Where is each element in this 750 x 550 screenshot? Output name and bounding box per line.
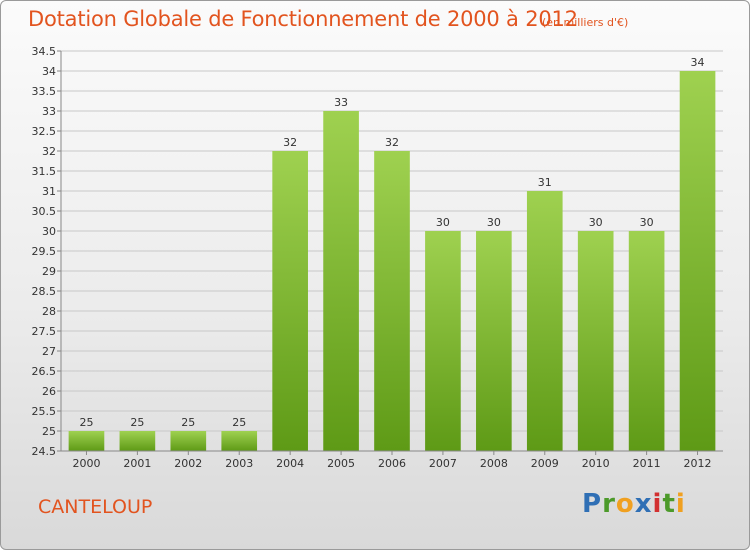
y-tick-label: 25: [42, 425, 56, 438]
data-label: 30: [436, 216, 450, 229]
logo-letter: r: [602, 489, 616, 519]
y-tick-label: 28.5: [32, 285, 57, 298]
y-tick-label: 29.5: [32, 245, 57, 258]
y-tick-label: 34: [42, 65, 56, 78]
logo-letter: x: [634, 489, 653, 519]
municipality-name: CANTELOUP: [38, 496, 153, 518]
x-tick-label: 2008: [480, 457, 508, 470]
data-label: 25: [130, 416, 144, 429]
y-tick-label: 34.5: [32, 45, 57, 58]
chart-unit: (en milliers d'€): [542, 16, 629, 29]
bar-2000: [68, 431, 105, 451]
logo-letter: i: [675, 489, 686, 519]
logo-letter: P: [582, 489, 603, 519]
y-tick-label: 31.5: [32, 165, 57, 178]
y-tick-label: 25.5: [32, 405, 57, 418]
x-tick-label: 2001: [123, 457, 151, 470]
logo-letter: t: [662, 489, 676, 519]
bar-2002: [170, 431, 207, 451]
y-tick-label: 30: [42, 225, 56, 238]
y-tick-label: 29: [42, 265, 56, 278]
data-label: 30: [589, 216, 603, 229]
data-label: 32: [385, 136, 399, 149]
bar-2008: [476, 231, 512, 451]
y-tick-label: 27.5: [32, 325, 57, 338]
x-tick-label: 2005: [327, 457, 355, 470]
y-tick-label: 28: [42, 305, 56, 318]
x-tick-label: 2007: [429, 457, 457, 470]
logo-letter: o: [615, 489, 635, 519]
data-label: 25: [79, 416, 93, 429]
bar-2001: [119, 431, 156, 451]
logo-letter: i: [652, 489, 663, 519]
x-tick-label: 2000: [72, 457, 100, 470]
data-label: 32: [283, 136, 297, 149]
y-tick-label: 32: [42, 145, 56, 158]
chart-title: Dotation Globale de Fonctionnement de 20…: [28, 7, 578, 31]
data-label: 30: [640, 216, 654, 229]
x-tick-label: 2010: [582, 457, 610, 470]
bar-2007: [425, 231, 461, 451]
bar-2011: [628, 231, 665, 451]
y-tick-label: 26: [42, 385, 56, 398]
y-tick-label: 33.5: [32, 85, 57, 98]
y-tick-label: 33: [42, 105, 56, 118]
y-tick-label: 27: [42, 345, 56, 358]
x-tick-label: 2004: [276, 457, 304, 470]
data-label: 25: [181, 416, 195, 429]
y-tick-label: 30.5: [32, 205, 57, 218]
x-tick-label: 2012: [684, 457, 712, 470]
bars: [68, 71, 716, 451]
x-tick-label: 2006: [378, 457, 406, 470]
data-label: 31: [538, 176, 552, 189]
x-tick-label: 2002: [174, 457, 202, 470]
x-tick-label: 2011: [633, 457, 661, 470]
data-label: 34: [691, 56, 705, 69]
axes: [57, 50, 723, 455]
bar-2009: [526, 191, 563, 451]
bar-2004: [272, 151, 308, 451]
labels: 24.5 25 25.5 26 26.5 27 27.5 28 28.5 29 29.5 30 30.5…: [32, 45, 712, 470]
x-tick-label: 2003: [225, 457, 253, 470]
y-tick-label: 31: [42, 185, 56, 198]
bar-2006: [374, 151, 410, 451]
proxiti-logo: Proxiti: [582, 489, 686, 519]
data-label: 30: [487, 216, 501, 229]
y-tick-label: 26.5: [32, 365, 57, 378]
bar-2012: [679, 71, 716, 451]
bar-2005: [323, 111, 359, 451]
bar-2010: [577, 231, 614, 451]
y-tick-label: 32.5: [32, 125, 57, 138]
data-label: 25: [232, 416, 246, 429]
bar-2003: [221, 431, 258, 451]
data-label: 33: [334, 96, 348, 109]
y-tick-label: 24.5: [32, 445, 57, 458]
x-tick-label: 2009: [531, 457, 559, 470]
